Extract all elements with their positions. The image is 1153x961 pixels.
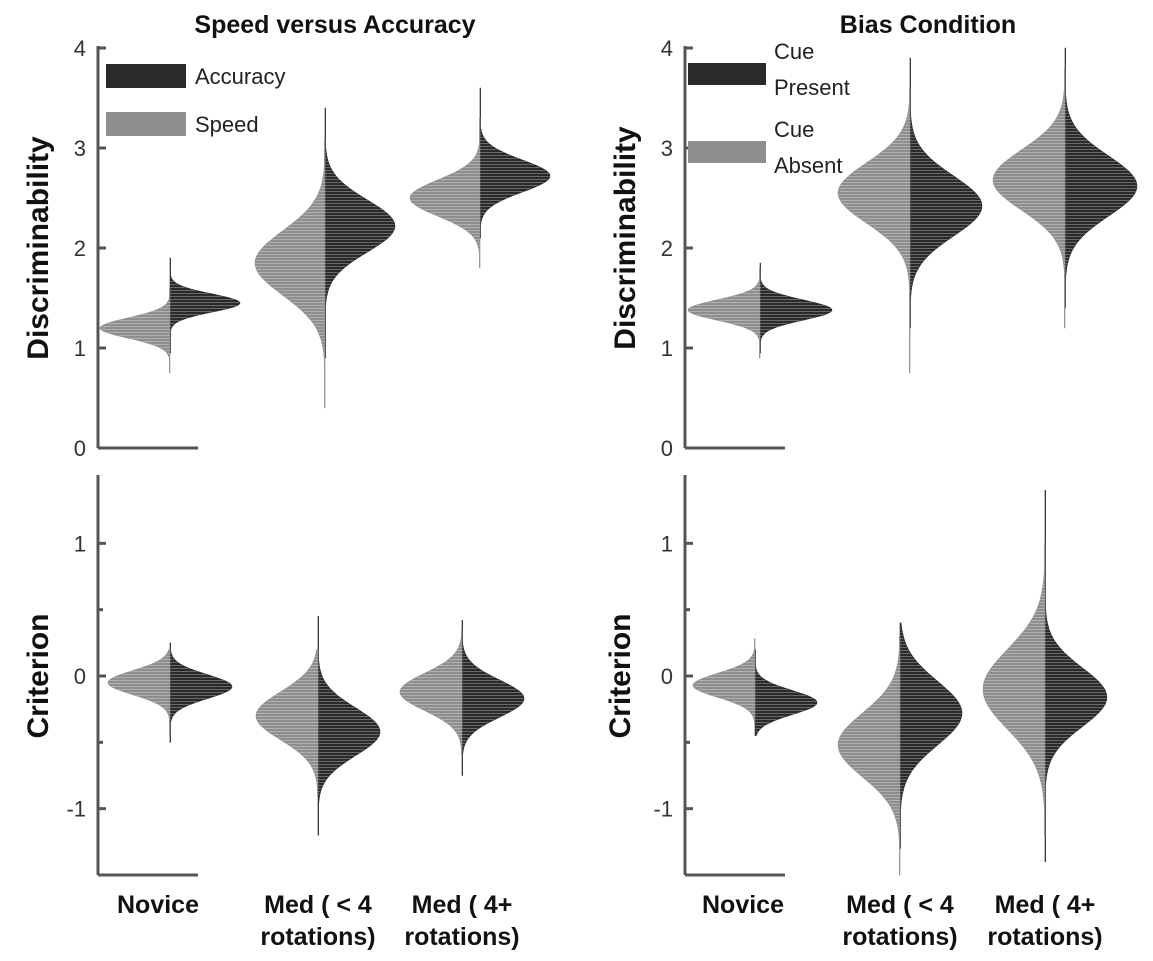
legend: Accuracy Speed xyxy=(106,64,285,137)
panel-bottom-right: -1 0 1 Criterion xyxy=(604,475,1108,877)
violin-half-accuracy-2 xyxy=(479,87,551,239)
legend-swatch xyxy=(106,112,186,136)
violin-half-accuracy-1 xyxy=(317,616,381,836)
y-tick-label: 4 xyxy=(661,36,673,61)
y-tick-label: 1 xyxy=(661,531,673,556)
y-tick-label: 0 xyxy=(661,664,673,689)
x-category-label: rotations) xyxy=(842,923,957,951)
violin-half-speed-0 xyxy=(99,287,171,374)
legend-label: Absent xyxy=(774,153,843,178)
violin-half-cue-present-1 xyxy=(899,622,963,849)
y-axis-label: Criterion xyxy=(22,613,55,738)
y-tick-label: -1 xyxy=(653,797,673,822)
y-tick-label: 0 xyxy=(74,436,86,461)
x-category-label: Med ( 4+ xyxy=(995,891,1096,919)
y-tick-label: 4 xyxy=(74,36,86,61)
violin-half-accuracy-1 xyxy=(324,107,396,359)
x-category-label: rotations) xyxy=(987,923,1102,951)
y-tick-label: 2 xyxy=(74,236,86,261)
violin-half-cue-absent-1 xyxy=(837,635,901,876)
legend-label: Cue xyxy=(774,39,814,64)
y-axis-label: Criterion xyxy=(604,613,637,738)
violin-half-accuracy-0 xyxy=(169,642,233,743)
x-category-label: Med ( < 4 xyxy=(264,891,372,919)
chart-title: Bias Condition xyxy=(840,11,1016,39)
legend: Cue Present Cue Absent xyxy=(688,39,850,178)
y-tick-label: -1 xyxy=(66,797,86,822)
violin-half-cue-absent-2 xyxy=(992,67,1066,329)
y-tick-label: 3 xyxy=(661,136,673,161)
panel-top-left: 0 1 2 3 4 Speed versus Accuracy Discriminabili… xyxy=(22,11,551,461)
legend-swatch xyxy=(106,64,186,88)
legend-label: Present xyxy=(774,75,850,100)
y-tick-label: 1 xyxy=(661,336,673,361)
violin-half-cue-absent-0 xyxy=(692,638,756,723)
x-category-label: Med ( 4+ xyxy=(412,891,513,919)
violin-half-cue-absent-2 xyxy=(982,542,1046,836)
y-axis-label: Discriminability xyxy=(609,126,642,350)
violin-half-cue-present-2 xyxy=(1064,47,1138,309)
violin-half-accuracy-0 xyxy=(169,257,241,354)
legend-swatch xyxy=(688,63,766,85)
y-tick-label: 1 xyxy=(74,531,86,556)
violin-half-cue-present-1 xyxy=(909,57,983,329)
x-category-label: rotations) xyxy=(404,923,519,951)
panel-bottom-left: -1 0 1 Criterion xyxy=(22,475,525,877)
violin-half-speed-1 xyxy=(255,649,319,796)
violin-half-cue-present-0 xyxy=(759,262,833,354)
x-category-label: Novice xyxy=(117,891,199,919)
legend-label: Cue xyxy=(774,117,814,142)
y-tick-label: 1 xyxy=(74,336,86,361)
violin-half-accuracy-2 xyxy=(461,619,525,776)
violin-half-speed-2 xyxy=(399,629,463,756)
x-category-label: Med ( < 4 xyxy=(846,891,954,919)
x-category-label: Novice xyxy=(702,891,784,919)
violin-half-cue-absent-1 xyxy=(837,87,911,374)
y-tick-label: 3 xyxy=(74,136,86,161)
y-tick-label: 0 xyxy=(74,664,86,689)
violin-half-cue-present-2 xyxy=(1044,489,1108,863)
y-tick-label: 2 xyxy=(661,236,673,261)
panel-top-right: 0 1 2 3 4 Bias Condition Discriminability Cue Pr… xyxy=(609,11,1138,461)
legend-label: Speed xyxy=(195,112,259,137)
violin-half-speed-2 xyxy=(409,117,481,269)
chart-title: Speed versus Accuracy xyxy=(194,11,475,39)
violin-half-cue-absent-0 xyxy=(687,267,761,359)
x-category-label: rotations) xyxy=(260,923,375,951)
violin-half-cue-present-0 xyxy=(754,649,818,736)
violin-half-speed-0 xyxy=(107,649,171,736)
legend-label: Accuracy xyxy=(195,64,285,89)
violin-half-speed-1 xyxy=(254,137,326,409)
y-axis-label: Discriminability xyxy=(22,136,55,360)
legend-swatch xyxy=(688,141,766,163)
y-tick-label: 0 xyxy=(661,436,673,461)
